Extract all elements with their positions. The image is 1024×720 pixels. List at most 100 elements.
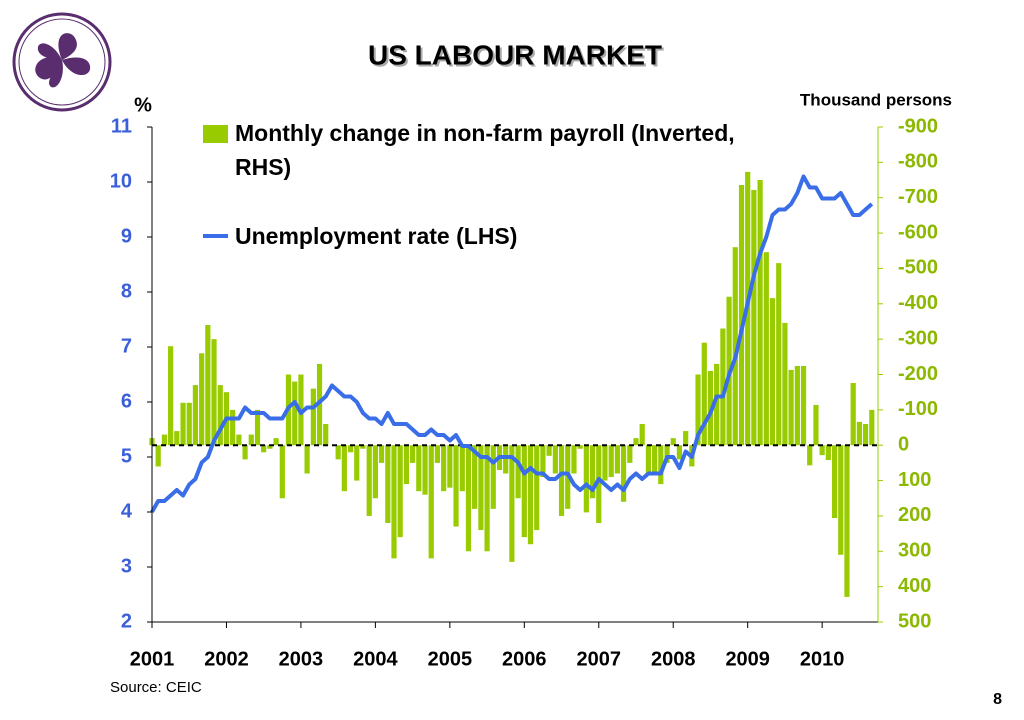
bar bbox=[521, 445, 527, 538]
bar bbox=[769, 298, 776, 446]
x-tick-label: 2008 bbox=[651, 648, 696, 670]
y2-tick-label: -600 bbox=[898, 221, 938, 243]
y2-tick-label: -700 bbox=[898, 186, 938, 208]
bar bbox=[763, 252, 769, 446]
bar bbox=[261, 445, 267, 453]
bar bbox=[838, 445, 844, 555]
bar bbox=[676, 445, 683, 460]
bar bbox=[757, 180, 763, 446]
bar bbox=[825, 445, 831, 461]
bar bbox=[776, 263, 782, 446]
x-tick-label: 2007 bbox=[577, 648, 622, 670]
y-tick-label: 2 bbox=[121, 610, 132, 632]
y-tick-label: 4 bbox=[121, 500, 133, 522]
bar bbox=[267, 445, 273, 449]
bar bbox=[484, 445, 490, 552]
bar bbox=[577, 445, 583, 449]
bar bbox=[509, 445, 515, 562]
y2-tick-label: -100 bbox=[898, 398, 938, 420]
bar bbox=[552, 445, 558, 474]
bar bbox=[180, 402, 186, 446]
bar bbox=[788, 369, 794, 446]
bar bbox=[515, 445, 521, 499]
bar bbox=[403, 445, 410, 485]
bar bbox=[683, 431, 689, 446]
y2-tick-label: -400 bbox=[898, 292, 938, 314]
bar bbox=[323, 424, 329, 446]
x-tick-label: 2002 bbox=[204, 648, 249, 670]
bar bbox=[782, 322, 788, 446]
bar bbox=[378, 445, 385, 463]
bar bbox=[465, 445, 472, 552]
bar bbox=[230, 409, 236, 446]
bar bbox=[447, 445, 453, 488]
bar bbox=[254, 409, 261, 446]
bar bbox=[304, 445, 310, 474]
chart-title: US LABOUR MARKET bbox=[368, 39, 662, 70]
bar bbox=[397, 445, 403, 538]
x-tick-label: 2006 bbox=[502, 648, 547, 670]
bar bbox=[428, 445, 434, 559]
bar bbox=[652, 445, 658, 474]
bar bbox=[819, 445, 825, 456]
y2-tick-label: 500 bbox=[898, 610, 931, 632]
chart-title-shadow: US LABOUR MARKET bbox=[370, 41, 664, 72]
bar bbox=[695, 374, 701, 446]
bar bbox=[273, 438, 279, 446]
x-tick-label: 2001 bbox=[130, 648, 175, 670]
bar bbox=[434, 445, 441, 463]
bar bbox=[192, 385, 199, 446]
bar bbox=[589, 445, 596, 499]
source: Source: CEIC bbox=[110, 679, 202, 696]
bar bbox=[639, 424, 645, 446]
bar bbox=[441, 445, 447, 492]
bar bbox=[472, 445, 478, 509]
bar bbox=[633, 438, 639, 446]
bar bbox=[155, 445, 161, 467]
bar bbox=[813, 404, 819, 446]
bar bbox=[416, 445, 422, 492]
bar bbox=[360, 445, 366, 449]
y2-tick-label: 100 bbox=[898, 469, 931, 491]
bar bbox=[714, 363, 720, 446]
bar bbox=[354, 445, 360, 481]
bar bbox=[391, 445, 397, 559]
legend-swatch-bar bbox=[203, 125, 228, 143]
page-number: 8 bbox=[993, 691, 1002, 708]
bar bbox=[596, 445, 602, 523]
bar bbox=[620, 445, 627, 502]
y-tick-label: 11 bbox=[111, 115, 132, 137]
bar bbox=[410, 445, 416, 463]
bar bbox=[701, 342, 707, 446]
y-axis-label: % bbox=[134, 94, 152, 116]
y2-tick-label: 300 bbox=[898, 540, 931, 562]
bar bbox=[168, 346, 174, 446]
bar bbox=[844, 445, 850, 597]
bar bbox=[341, 445, 347, 492]
bar bbox=[205, 325, 211, 446]
bar bbox=[664, 445, 670, 463]
bar bbox=[800, 366, 807, 446]
x-tick-label: 2004 bbox=[353, 648, 398, 670]
y-tick-label: 3 bbox=[121, 555, 132, 577]
bar bbox=[732, 247, 738, 446]
bar bbox=[546, 445, 552, 456]
bar bbox=[720, 328, 726, 446]
bar bbox=[862, 424, 869, 446]
bar bbox=[211, 339, 217, 446]
bar bbox=[199, 353, 205, 446]
bar bbox=[850, 382, 856, 446]
bar bbox=[751, 189, 757, 446]
bar bbox=[583, 445, 589, 513]
bar bbox=[490, 445, 496, 509]
bar bbox=[310, 388, 316, 446]
bar bbox=[571, 445, 577, 474]
bar bbox=[161, 434, 168, 446]
bar bbox=[292, 381, 298, 446]
bar bbox=[738, 184, 745, 446]
bar bbox=[602, 445, 608, 481]
bar bbox=[503, 445, 509, 474]
y2-tick-label: -200 bbox=[898, 363, 938, 385]
legend-entry: Monthly change in non-farm payroll (Inve… bbox=[235, 120, 735, 180]
bar bbox=[627, 445, 633, 463]
